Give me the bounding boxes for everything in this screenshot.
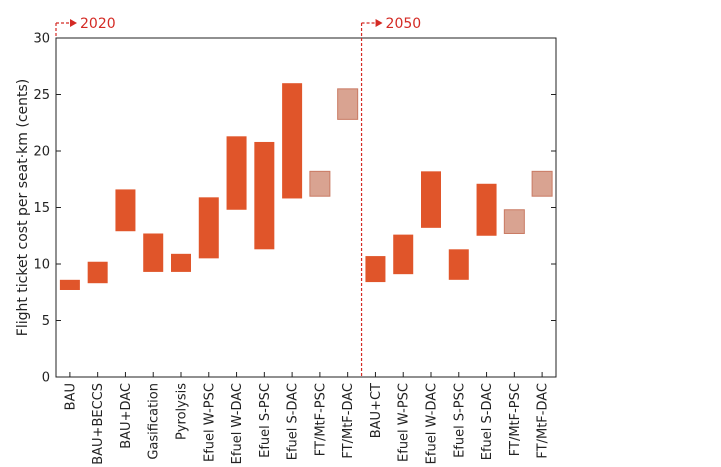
range-bar-16 <box>476 183 497 236</box>
range-bar-5 <box>171 253 191 272</box>
x-tick-label-4: Gasification <box>147 383 162 460</box>
period-markers: 2020 2050 <box>55 16 422 377</box>
range-bar-11 <box>337 88 359 120</box>
x-tick-label-8: Efuel S-PSC <box>258 383 273 458</box>
x-tick-label-11: FT/MtF-DAC <box>341 383 356 459</box>
range-bar-15 <box>448 249 469 280</box>
x-axis: BAU BAU+BECCS BAU+DAC Gasification Pyrolysis… <box>63 372 551 465</box>
x-tick-label-15: Efuel S-PSC <box>452 383 467 458</box>
y-tick-label-30: 30 <box>33 32 50 47</box>
x-tick-label-7: Efuel W-DAC <box>230 383 245 464</box>
x-tick-label-2: BAU+BECCS <box>91 383 106 465</box>
y-tick-label-0: 0 <box>42 371 50 386</box>
range-bar-2 <box>87 261 108 284</box>
range-bar-1 <box>59 279 80 290</box>
x-tick-label-3: BAU+DAC <box>119 383 134 449</box>
x-tick-label-10: FT/MtF-PSC <box>313 383 328 456</box>
range-bar-10 <box>309 170 331 197</box>
range-bar-12 <box>365 256 386 283</box>
y-axis-title: Flight ticket cost per seat·km (cents) <box>15 79 31 336</box>
bars-layer <box>59 83 553 290</box>
range-bar-6 <box>198 197 219 259</box>
x-tick-label-12: BAU+CT <box>369 383 384 438</box>
x-tick-label-5: Pyrolysis <box>175 383 190 440</box>
period-arrow-head-2050 <box>375 19 383 27</box>
x-tick-label-9: Efuel S-DAC <box>286 383 301 460</box>
range-bar-3 <box>115 189 136 232</box>
range-bar-8 <box>254 141 275 250</box>
x-tick-label-1: BAU <box>63 383 78 410</box>
period-label-2020: 2020 <box>80 16 116 32</box>
x-tick-label-18: FT/MtF-DAC <box>536 383 551 459</box>
x-tick-label-16: Efuel S-DAC <box>480 383 495 460</box>
range-bar-17 <box>503 209 525 234</box>
x-tick-label-14: Efuel W-DAC <box>425 383 440 464</box>
y-tick-label-5: 5 <box>42 314 50 329</box>
y-tick-label-25: 25 <box>33 88 50 103</box>
y-tick-label-20: 20 <box>33 145 50 160</box>
y-tick-label-10: 10 <box>33 258 50 273</box>
range-bar-7 <box>226 136 247 210</box>
y-tick-label-15: 15 <box>33 201 50 216</box>
x-tick-label-6: Efuel W-PSC <box>202 383 217 462</box>
period-label-2050: 2050 <box>386 16 422 32</box>
x-tick-label-13: Efuel W-PSC <box>397 383 412 462</box>
x-tick-label-17: FT/MtF-PSC <box>508 383 523 456</box>
range-bar-18 <box>531 170 553 197</box>
y-axis: 0 5 10 15 20 25 30 <box>33 32 556 386</box>
range-bar-9 <box>282 83 303 199</box>
range-bar-14 <box>421 171 441 228</box>
range-bar-4 <box>143 233 164 272</box>
period-arrow-head-2020 <box>70 19 77 27</box>
range-bar-13 <box>393 234 414 275</box>
